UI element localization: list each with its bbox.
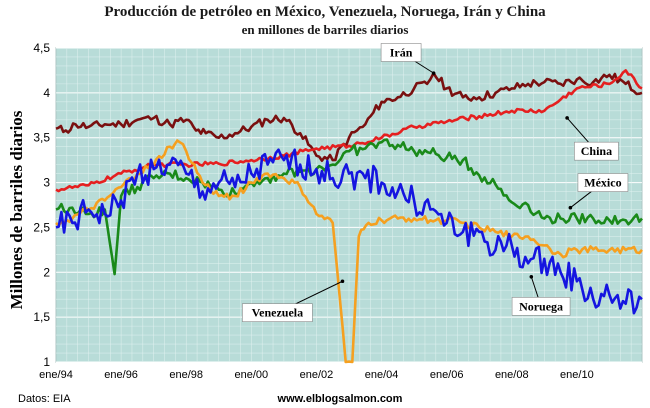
y-tick-label: 4 bbox=[43, 86, 50, 100]
y-ticks: 1 1,5 2 2,5 3 3,5 4 4,5 bbox=[33, 41, 50, 369]
callout-box bbox=[380, 43, 422, 62]
chart-subtitle: en millones de barriles diarios bbox=[242, 22, 409, 37]
callout-box bbox=[577, 173, 629, 192]
x-tick-label: ene/10 bbox=[560, 369, 594, 381]
y-tick-label: 3,5 bbox=[33, 131, 50, 145]
callout-label: México bbox=[584, 176, 621, 190]
x-tick-label: ene/02 bbox=[300, 369, 334, 381]
x-tick-label: ene/94 bbox=[39, 369, 73, 381]
y-tick-label: 1 bbox=[43, 355, 50, 369]
callout-label: Noruega bbox=[519, 299, 563, 313]
site-credit: www.elblogsalmon.com bbox=[277, 393, 403, 405]
x-ticks: ene/94 ene/96 ene/98 ene/00 ene/02 ene/04 ene/… bbox=[39, 369, 594, 381]
series-irán-line bbox=[55, 71, 643, 162]
y-tick-label: 3 bbox=[43, 176, 50, 190]
callout-label: Venezuela bbox=[252, 306, 304, 320]
y-tick-label: 2,5 bbox=[33, 220, 50, 234]
y-tick-label: 4,5 bbox=[33, 41, 50, 55]
y-tick-label: 1,5 bbox=[33, 310, 50, 324]
y-axis-label: Millones de barriles diarios bbox=[7, 110, 26, 309]
source-note: Datos: EIA bbox=[18, 393, 71, 405]
series-noruega-line bbox=[55, 148, 643, 315]
x-tick-label: ene/98 bbox=[169, 369, 203, 381]
x-tick-label: ene/04 bbox=[365, 369, 399, 381]
series-méxico-line bbox=[55, 138, 643, 276]
callouts: Irán China México Venezuela Noruega bbox=[242, 43, 629, 322]
y-tick-label: 2 bbox=[43, 265, 50, 279]
callout-arrow-head bbox=[568, 205, 573, 210]
callout-arrow-head bbox=[529, 274, 534, 279]
x-tick-label: ene/06 bbox=[430, 369, 464, 381]
callout-box bbox=[242, 303, 313, 322]
chart-title: Producción de petróleo en México, Venezu… bbox=[104, 4, 546, 20]
x-tick-label: ene/96 bbox=[104, 369, 138, 381]
callout-label: China bbox=[581, 144, 612, 158]
callout-box bbox=[574, 141, 619, 161]
callout-label: Irán bbox=[390, 45, 413, 59]
series-group bbox=[55, 69, 643, 364]
callout-arrow-head bbox=[565, 116, 569, 120]
callout-box bbox=[511, 297, 571, 316]
x-tick-label: ene/08 bbox=[495, 369, 529, 381]
callout-arrow-head bbox=[431, 71, 436, 75]
callout-arrow-head bbox=[340, 279, 345, 284]
x-tick-label: ene/00 bbox=[235, 369, 269, 381]
